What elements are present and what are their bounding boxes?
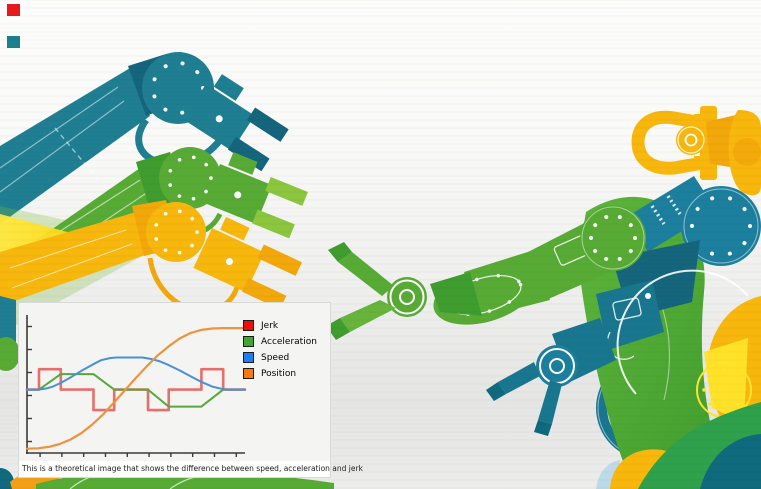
legend-swatch — [243, 336, 254, 347]
gripper-yellow-left — [193, 216, 302, 310]
marker-swatch-red — [7, 4, 20, 16]
series-acceleration — [26, 373, 246, 408]
series-speed — [26, 356, 246, 391]
bolt-ring — [151, 61, 205, 115]
legend-label: Position — [261, 368, 297, 379]
claw-finger — [498, 362, 540, 394]
motion-profile-chart-panel: Jerk Acceleration Speed Position This is a … — [18, 302, 363, 478]
robot-claw-teal-down — [486, 345, 578, 436]
robot-arm-yellow-left — [0, 200, 302, 314]
legend-item-jerk: Jerk — [243, 319, 317, 332]
robot-arm-green-right — [326, 205, 646, 340]
bolt-ring — [589, 214, 637, 262]
chart-legend: Jerk Acceleration Speed Position — [243, 319, 317, 380]
gripper-teal-left — [183, 74, 289, 172]
flange-green-left — [159, 147, 221, 209]
robot-gripper-yellow-top — [631, 106, 761, 196]
legend-item-acceleration: Acceleration — [243, 335, 317, 348]
claw-finger — [340, 300, 396, 332]
chart-caption: This is a theoretical image that shows t… — [19, 461, 363, 477]
motion-profile-chart — [25, 315, 247, 457]
robot-arm-teal-left — [0, 52, 289, 224]
flange-green-elbow — [580, 205, 646, 271]
legend-swatch — [243, 352, 254, 363]
bolt-ring — [690, 195, 752, 257]
bottom-right-waves — [596, 402, 761, 489]
flange-teal-right — [681, 186, 761, 266]
claw-finger — [338, 252, 394, 296]
marker-swatch-teal — [7, 36, 20, 48]
bolt-ring — [167, 155, 213, 201]
wrist-green — [387, 277, 427, 317]
bolt-ring — [153, 209, 199, 255]
legend-swatch — [243, 368, 254, 379]
legend-label: Speed — [261, 352, 290, 363]
left-edge-shapes — [0, 296, 20, 371]
series-position — [25, 327, 247, 450]
claw-finger — [538, 380, 562, 424]
legend-label: Jerk — [261, 320, 279, 331]
legend-item-position: Position — [243, 367, 317, 380]
legend-label: Acceleration — [261, 336, 317, 347]
legend-item-speed: Speed — [243, 351, 317, 364]
legend-swatch — [243, 320, 254, 331]
gripper-green-left — [204, 152, 308, 239]
